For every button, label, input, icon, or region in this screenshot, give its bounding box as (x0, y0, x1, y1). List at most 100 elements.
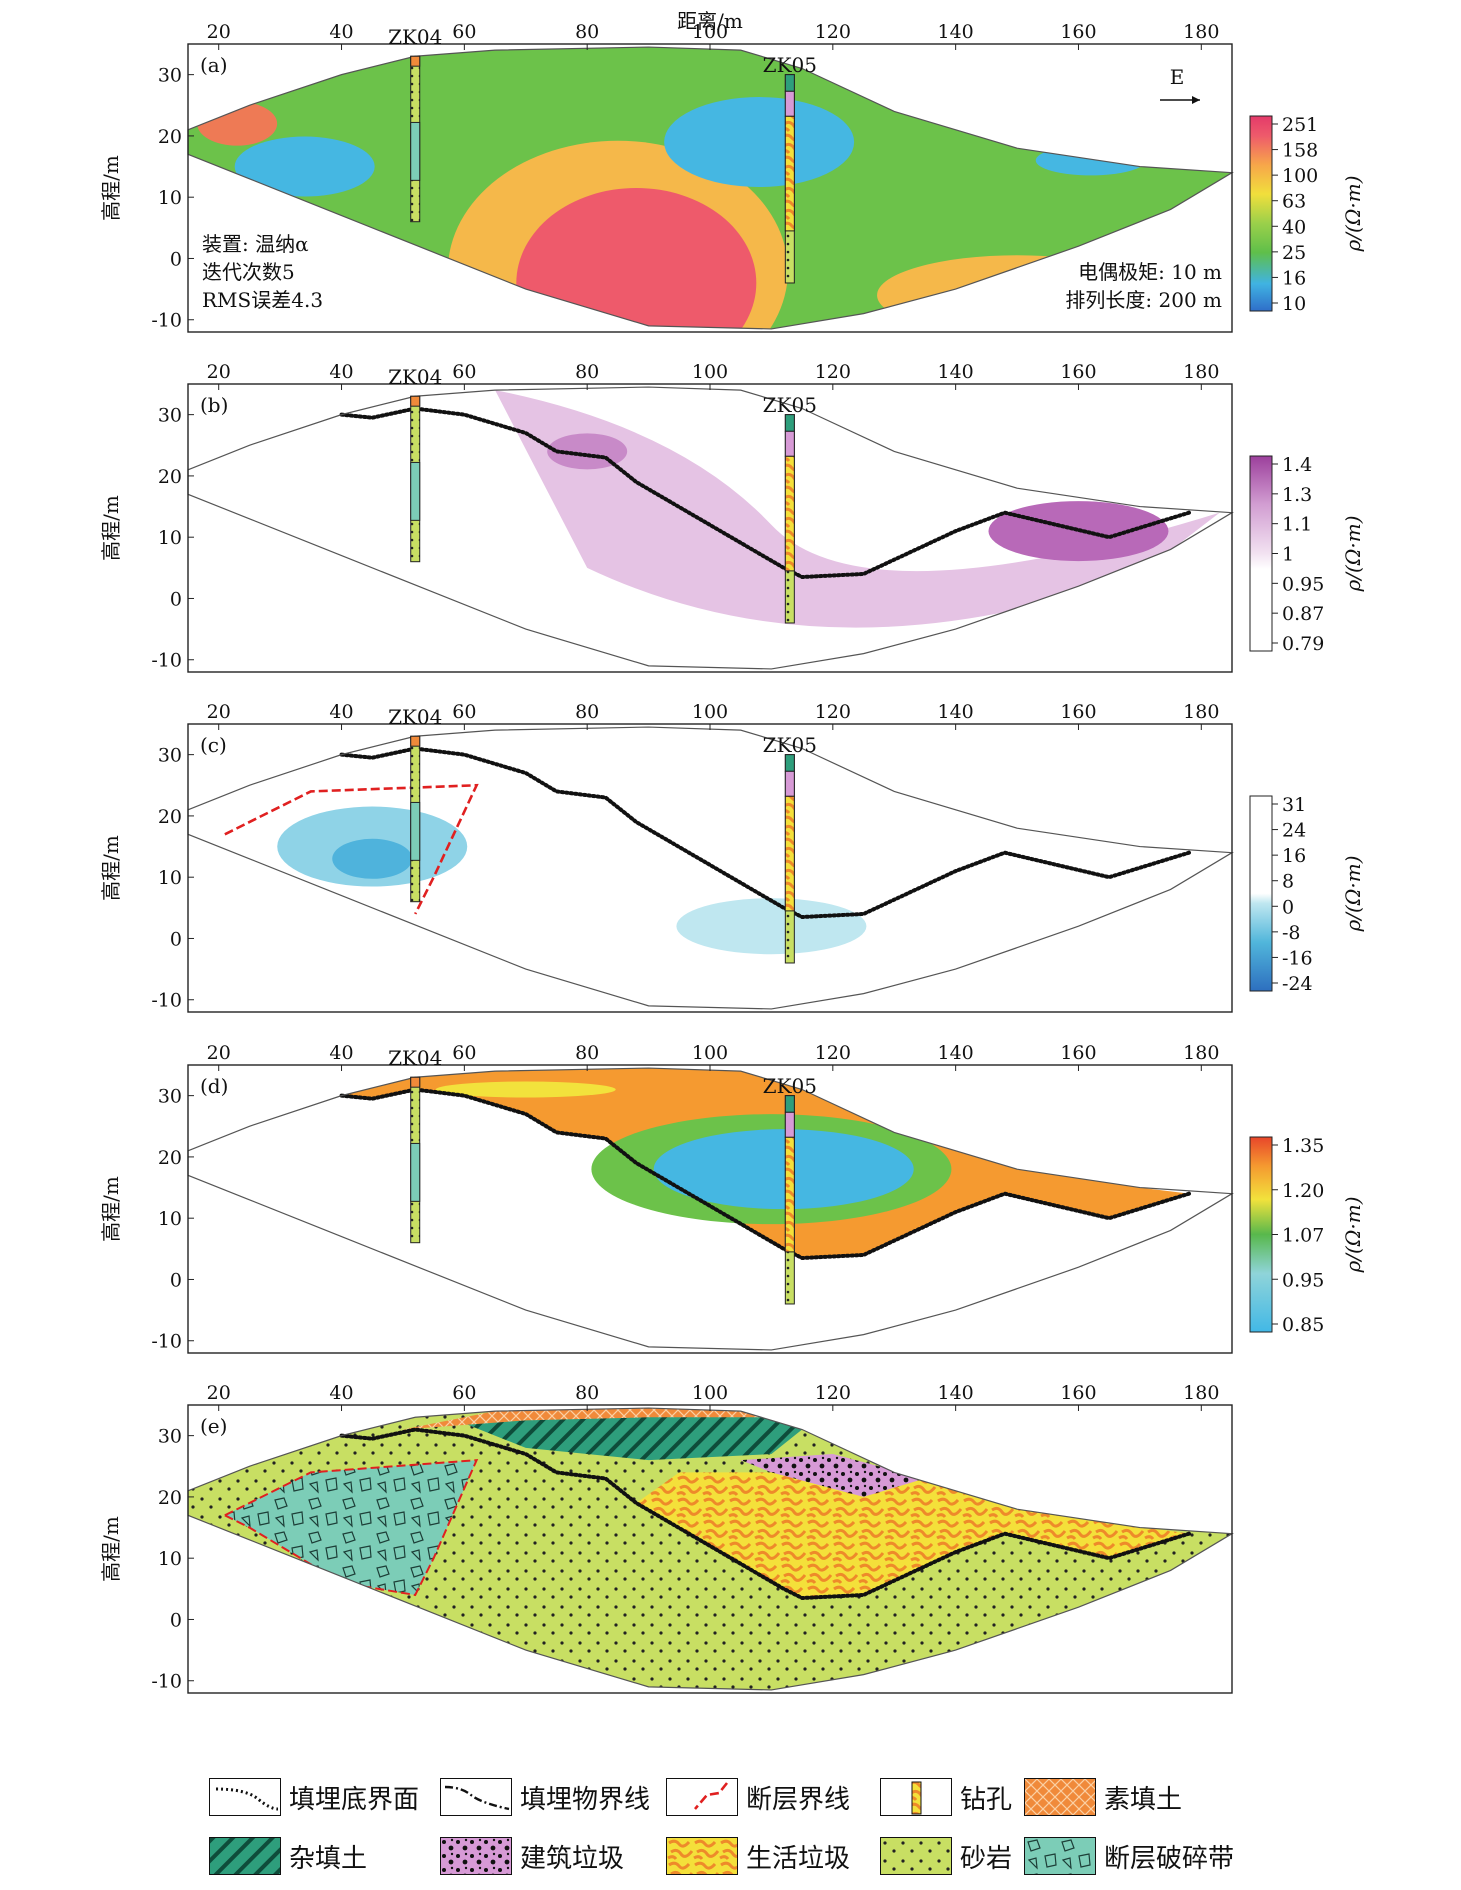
x-tick-label: 120 (815, 701, 851, 723)
resistivity-diff-map (277, 806, 867, 955)
y-tick-label: 0 (170, 1609, 182, 1631)
legend-label: 砂岩 (960, 1843, 1013, 1874)
colorbar (1249, 455, 1273, 652)
colorbar-tick-label: 1.1 (1282, 514, 1312, 536)
borehole-segment (410, 735, 421, 747)
x-tick-label: 80 (575, 1382, 599, 1404)
panel-id: (c) (200, 733, 227, 757)
y-axis-label: 高程/m (99, 495, 123, 561)
colorbar-title: ρ/(Ω·m) (1341, 515, 1365, 592)
borehole-segment (784, 430, 795, 457)
panel-id: (a) (200, 53, 228, 77)
y-tick-label: 10 (158, 527, 182, 549)
resistivity-map (188, 47, 1232, 329)
legend-item: 建筑垃圾 (440, 1837, 624, 1875)
panel-id: (e) (200, 1414, 227, 1438)
misc-fill-icon (209, 1837, 281, 1875)
y-tick-label: 30 (158, 65, 182, 87)
borehole-segment (410, 55, 421, 67)
x-tick-label: 140 (938, 361, 974, 383)
panel-4: 20 40 60 80 100 120 140 160 1803020100-10高程/m(d)… (99, 1042, 1365, 1354)
line-red-icon (666, 1778, 738, 1816)
x-tick-label: 180 (1183, 21, 1219, 43)
x-tick-label: 60 (452, 361, 476, 383)
borehole-segment (784, 414, 795, 432)
y-tick-label: -10 (151, 310, 182, 332)
colorbar (1249, 795, 1273, 992)
colorbar-tick-label: -8 (1282, 922, 1301, 944)
x-tick-label: 100 (692, 1382, 728, 1404)
borehole-label: ZK04 (388, 365, 442, 389)
x-tick-label: 140 (938, 21, 974, 43)
borehole-segment (784, 90, 795, 117)
panel-3: 20 40 60 80 100 120 140 160 1803020100-10高程/m(c)… (99, 701, 1365, 1013)
borehole-segment (410, 395, 421, 407)
colorbar-tick-label: 25 (1282, 242, 1306, 264)
x-tick-label: 60 (452, 701, 476, 723)
legend-label: 填埋底界面 (289, 1784, 420, 1815)
section-outline (187, 46, 1234, 330)
borehole-segment (410, 121, 421, 181)
x-tick-label: 160 (1060, 701, 1096, 723)
colorbar-tick-label: 63 (1282, 191, 1306, 213)
x-tick-label: 60 (452, 21, 476, 43)
x-tick-label: 20 (207, 1042, 231, 1064)
landfill-base-line (339, 1427, 1192, 1601)
borehole-label: ZK05 (763, 733, 817, 757)
x-tick-label: 80 (575, 1042, 599, 1064)
x-tick-label: 140 (938, 1042, 974, 1064)
borehole-label: ZK05 (763, 53, 817, 77)
y-tick-label: 0 (170, 928, 182, 950)
x-tick-label: 180 (1183, 701, 1219, 723)
colorbar-tick-label: 31 (1282, 794, 1306, 816)
section-outline (187, 1407, 1234, 1691)
y-tick-label: 30 (158, 1086, 182, 1108)
colorbar-tick-label: 1.3 (1282, 484, 1312, 506)
borehole-segment (784, 770, 795, 797)
legend-item: 断层界线 (666, 1778, 850, 1816)
colorbar-tick-label: 1.4 (1282, 454, 1312, 476)
x-tick-label: 180 (1183, 1042, 1219, 1064)
borehole-label: ZK05 (763, 1074, 817, 1098)
y-tick-label: -10 (151, 990, 182, 1012)
x-tick-label: 80 (575, 21, 599, 43)
x-tick-label: 60 (452, 1382, 476, 1404)
x-tick-label: 40 (329, 361, 353, 383)
colorbar-tick-label: 1.07 (1282, 1225, 1324, 1247)
borehole-segment (410, 1076, 421, 1088)
array-note: 电偶极矩: 10 m (1078, 260, 1222, 284)
colorbar-title: ρ/(Ω·m) (1341, 175, 1365, 252)
colorbar-tick-label: 1 (1282, 544, 1294, 566)
y-tick-label: 10 (158, 867, 182, 889)
method-note: 迭代次数5 (202, 260, 295, 284)
y-tick-label: 20 (158, 1147, 182, 1169)
y-tick-label: 0 (170, 588, 182, 610)
legend-item: 杂填土 (209, 1837, 367, 1875)
borehole-label: ZK04 (388, 25, 442, 49)
borehole-icon (880, 1778, 952, 1816)
y-tick-label: 20 (158, 806, 182, 828)
x-axis-label: 距离/m (677, 9, 743, 33)
x-tick-label: 100 (692, 361, 728, 383)
x-tick-label: 80 (575, 701, 599, 723)
resistivity-ratio-map (495, 390, 1220, 628)
x-tick-label: 40 (329, 701, 353, 723)
arrow-head-icon (1192, 96, 1200, 104)
y-axis-label: 高程/m (99, 1176, 123, 1242)
figure-canvas: 20 40 60 80 100 120 140 160 1803020100-10高程/m(a)… (99, 9, 1365, 1694)
borehole-label: ZK04 (388, 1046, 442, 1070)
y-axis-label: 高程/m (99, 155, 123, 221)
borehole-segment (784, 754, 795, 772)
borehole-segment (410, 461, 421, 521)
y-tick-label: 0 (170, 248, 182, 270)
colorbar-tick-label: 0 (1282, 896, 1294, 918)
x-tick-label: 120 (815, 21, 851, 43)
borehole-label: ZK05 (763, 393, 817, 417)
y-tick-label: 30 (158, 745, 182, 767)
y-tick-label: -10 (151, 650, 182, 672)
y-tick-label: 20 (158, 126, 182, 148)
legend-item: 素填土 (1024, 1778, 1182, 1816)
y-tick-label: 20 (158, 466, 182, 488)
legend-item: 砂岩 (880, 1837, 1012, 1875)
borehole-segment (784, 795, 795, 912)
